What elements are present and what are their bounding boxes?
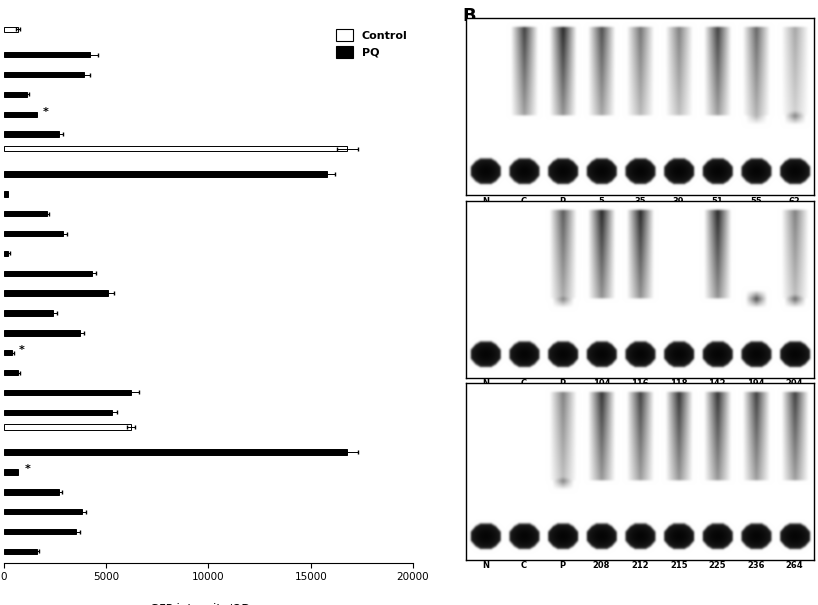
Text: GFP intensity/OD: GFP intensity/OD xyxy=(150,603,250,605)
Bar xyxy=(4,390,131,395)
Bar xyxy=(4,529,75,534)
Bar xyxy=(4,270,92,276)
Bar xyxy=(4,211,47,217)
Bar xyxy=(4,52,90,57)
Bar xyxy=(4,290,108,296)
Bar xyxy=(4,171,327,177)
Bar xyxy=(4,146,348,151)
Text: *: * xyxy=(18,345,25,355)
Bar xyxy=(4,370,18,375)
Bar xyxy=(4,111,37,117)
Text: B: B xyxy=(462,7,476,25)
Bar xyxy=(4,92,26,97)
Bar xyxy=(4,231,63,236)
Text: *: * xyxy=(43,106,49,117)
Bar xyxy=(4,131,59,137)
Bar xyxy=(4,250,8,256)
Bar xyxy=(4,410,112,415)
Bar xyxy=(4,310,53,316)
Bar xyxy=(4,27,18,32)
Bar xyxy=(4,330,79,336)
Bar xyxy=(4,469,18,475)
Bar xyxy=(4,509,82,514)
Text: *: * xyxy=(25,464,30,474)
Bar xyxy=(4,350,12,356)
Bar xyxy=(4,450,348,455)
Legend: Control, PQ: Control, PQ xyxy=(336,29,407,57)
Bar xyxy=(4,424,131,430)
Bar xyxy=(4,549,37,554)
Bar xyxy=(4,489,59,495)
Bar xyxy=(4,191,8,197)
Bar xyxy=(4,72,83,77)
